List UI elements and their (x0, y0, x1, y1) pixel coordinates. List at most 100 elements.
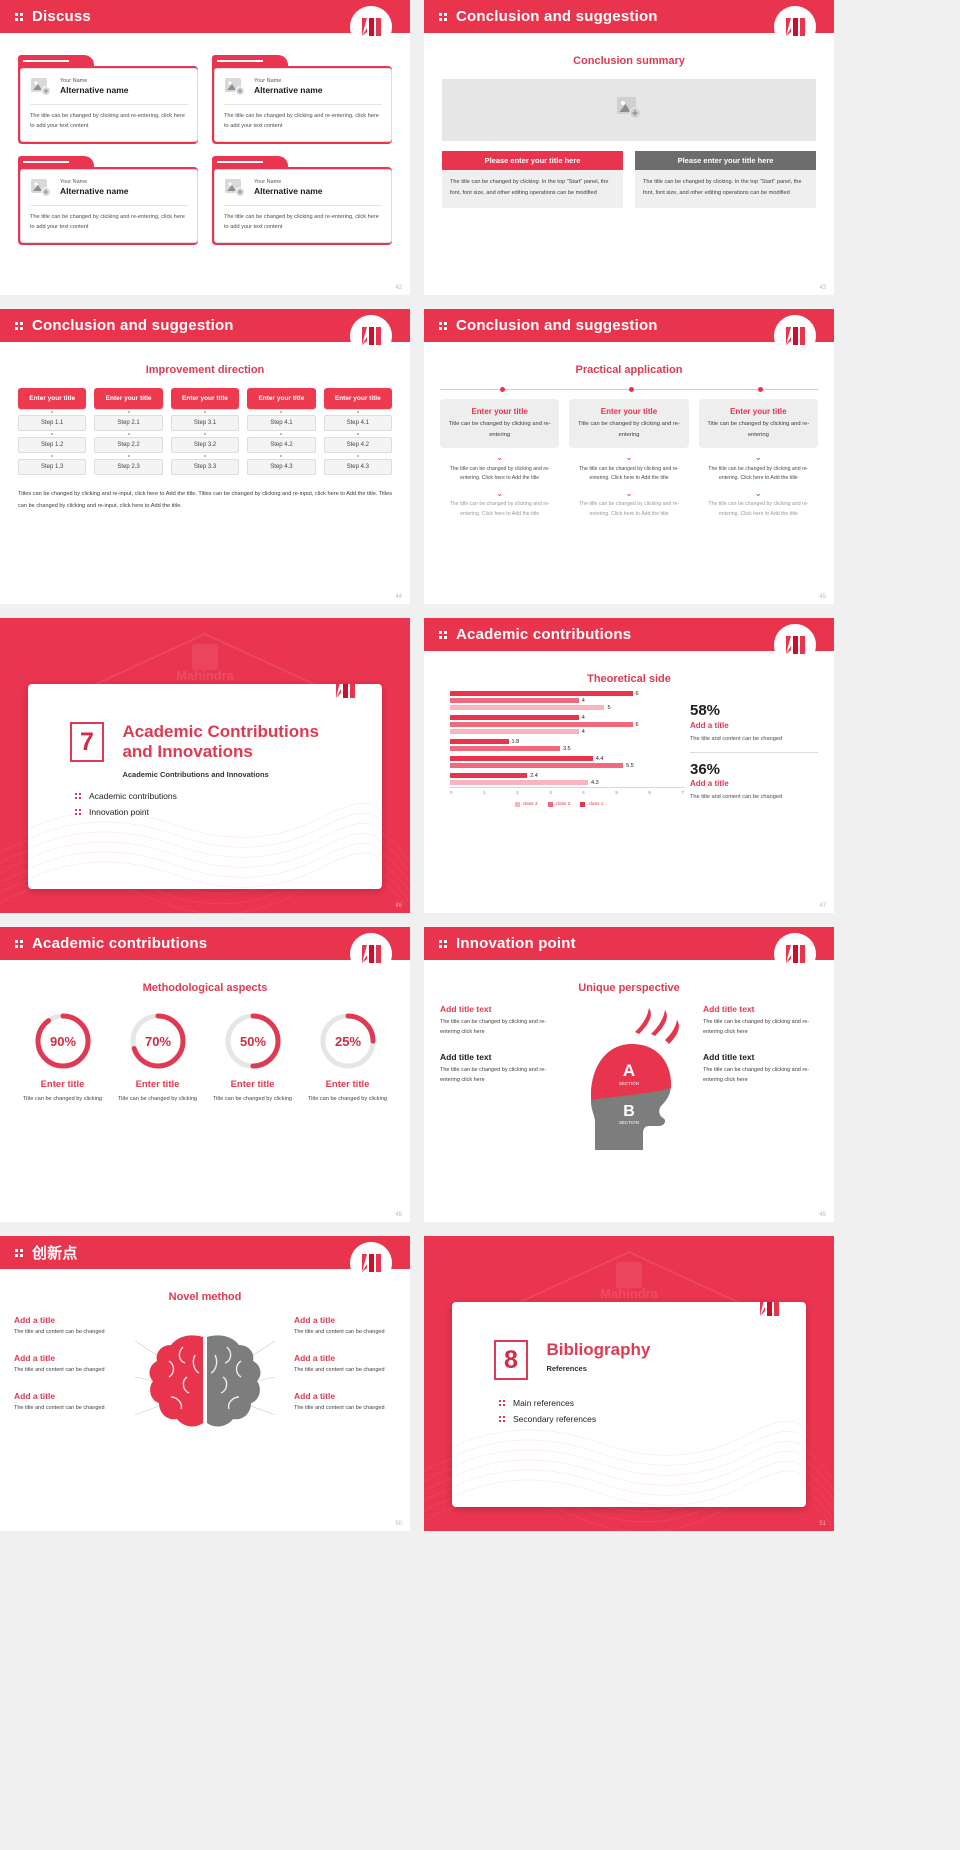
folder-tab (18, 55, 94, 68)
slide-subtitle: Methodological aspects (142, 982, 268, 994)
step-item[interactable]: Step 1.1 (18, 415, 87, 431)
application-box[interactable]: Enter your title Title can be changed by… (569, 399, 689, 449)
label-desc: The title can be changed by clicking and… (440, 1066, 547, 1084)
donut-chart-icon: 70% (130, 1013, 185, 1069)
image-placeholder-icon (616, 96, 642, 125)
step-item[interactable]: Step 4.2 (323, 437, 392, 453)
bar-chart: 6 4 5 4 6 4 1.8 3.5 4.4 5.5 2.4 4.3 (434, 691, 684, 811)
slide-paragraph: Titles can be changed by clicking and re… (18, 491, 392, 509)
donut-desc: Title can be changed by clicking (22, 1096, 103, 1102)
bar-row: 6 (450, 722, 684, 728)
dots-icon (14, 12, 25, 22)
slide-header: Conclusion and suggestion (0, 309, 410, 357)
slide-header: Discuss (0, 0, 410, 48)
x-tick: 3 (549, 789, 552, 795)
bar-value: 5.5 (626, 762, 634, 769)
label-block: Add a title The title and content can be… (294, 1353, 396, 1375)
step-column-title[interactable]: Enter your title (323, 388, 392, 409)
slide-header: Conclusion and suggestion (424, 309, 834, 357)
bar-value: 4.4 (595, 755, 604, 762)
slide-innovation-point: Innovation point Unique perspective Add … (424, 927, 834, 1222)
head-label-a: A (623, 1061, 635, 1080)
slide-methodological-aspects: Academic contributions Methodological as… (0, 927, 410, 1222)
section-bullet-label: Academic contributions (89, 791, 177, 802)
image-placeholder-box[interactable] (442, 79, 816, 141)
slide-header: Conclusion and suggestion (424, 0, 834, 48)
step-item[interactable]: Step 2.1 (94, 415, 163, 431)
legend-label: class 2 (555, 801, 571, 807)
step-item[interactable]: Step 4.1 (247, 415, 316, 431)
x-tick: 4 (582, 789, 585, 795)
application-title: Enter your title (730, 407, 787, 416)
step-column-title[interactable]: Enter your title (247, 388, 316, 409)
step-column-title[interactable]: Enter your title (170, 388, 240, 409)
slide-header: Academic contributions (0, 927, 410, 975)
summary-card[interactable]: Please enter your title here The title c… (635, 151, 816, 209)
label-block: Add a title The title and content can be… (294, 1315, 396, 1337)
brain-left-labels: Add a title The title and content can be… (14, 1315, 116, 1455)
application-box[interactable]: Enter your title Title can be changed by… (440, 399, 560, 449)
step-item[interactable]: Step 3.3 (170, 459, 240, 475)
image-placeholder-icon (30, 178, 52, 198)
brain-icon (134, 1335, 276, 1427)
svg-text:Mahindra: Mahindra (600, 1286, 659, 1301)
label-block: Add title text The title can be changed … (440, 1052, 555, 1086)
donut-title: Enter title (40, 1079, 85, 1090)
step-item[interactable]: Step 1.3 (18, 459, 87, 475)
donut-chart-icon: 50% (225, 1013, 280, 1069)
folder-card[interactable]: Your Name Alternative name The title can… (18, 156, 198, 245)
section-bullet[interactable]: Secondary references (498, 1414, 806, 1424)
slide-grid: Discuss Your Name Alternative name The t… (0, 0, 834, 1531)
application-column: Enter your title Title can be changed by… (698, 399, 818, 520)
folder-card[interactable]: Your Name Alternative name The title can… (212, 156, 392, 245)
section-bullet[interactable]: Innovation point (74, 807, 382, 817)
step-item[interactable]: Step 1.2 (18, 437, 87, 453)
summary-card-title: Please enter your title here (442, 151, 623, 170)
donut-value: 25% (334, 1034, 360, 1049)
application-box[interactable]: Enter your title Title can be changed by… (698, 399, 818, 449)
stat-title: Add a title (690, 720, 729, 730)
section-card: 8 Bibliography References Main reference… (452, 1302, 806, 1507)
folder-alt-name: Alternative name (254, 85, 323, 96)
label-desc: The title and content can be changed (14, 1329, 105, 1335)
application-desc: Title can be changed by clicking and re-… (448, 421, 551, 438)
label-title: Add title text (440, 1004, 492, 1014)
step-item[interactable]: Step 2.2 (94, 437, 163, 453)
label-desc: The title and content can be changed (294, 1329, 385, 1335)
step-column: Enter your title Step 4.1 Step 4.2 Step … (247, 388, 316, 475)
university-logo (350, 1242, 392, 1284)
label-title: Add title text (703, 1051, 755, 1062)
section-bullet[interactable]: Academic contributions (74, 791, 382, 801)
university-logo (774, 624, 816, 666)
label-title: Add title text (703, 1004, 755, 1014)
step-item[interactable]: Step 3.2 (170, 437, 240, 453)
step-column-title[interactable]: Enter your title (18, 388, 87, 409)
bar-value: 4 (581, 714, 585, 721)
step-item[interactable]: Step 4.1 (323, 415, 392, 431)
legend-item: class 1 (580, 801, 603, 807)
bar-row: 4.3 (450, 780, 684, 786)
folder-name: Your Name (60, 178, 88, 185)
stat-percent: 36% (690, 760, 721, 778)
dots-icon (14, 321, 25, 331)
section-bullet[interactable]: Main references (498, 1398, 806, 1408)
head-profile-icon: A SECTION B SECTION (591, 1008, 679, 1150)
application-title: Enter your title (600, 407, 658, 416)
donut-value: 90% (49, 1034, 75, 1049)
folder-card[interactable]: Your Name Alternative name The title can… (18, 55, 198, 144)
label-title: Add a title (294, 1315, 336, 1325)
step-column-title[interactable]: Enter your title (94, 388, 163, 409)
application-title: Enter your title (471, 407, 528, 416)
summary-card[interactable]: Please enter your title here The title c… (442, 151, 623, 209)
step-item[interactable]: Step 4.2 (247, 437, 316, 453)
slide-header: 创新点 (0, 1236, 410, 1284)
section-bullet-label: Main references (513, 1398, 574, 1408)
slide-subtitle: Practical application (575, 364, 683, 376)
stat-column: 58% Add a title The title and content ca… (690, 691, 818, 811)
step-item[interactable]: Step 4.3 (247, 459, 316, 475)
step-item[interactable]: Step 3.1 (170, 415, 240, 431)
step-item[interactable]: Step 2.3 (94, 459, 163, 475)
section-bullets: Main references Secondary references (498, 1398, 806, 1424)
folder-card[interactable]: Your Name Alternative name The title can… (212, 55, 392, 144)
step-item[interactable]: Step 4.3 (323, 459, 392, 475)
